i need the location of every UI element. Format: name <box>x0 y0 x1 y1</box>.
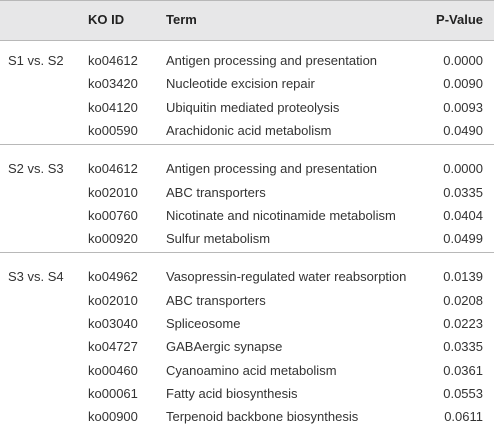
ko-id: ko03420 <box>88 76 138 92</box>
ko-id: ko04962 <box>88 269 138 285</box>
group-label: S1 vs. S2 <box>8 53 64 68</box>
ko-id: ko04727 <box>88 339 138 355</box>
p-value: 0.0499 <box>443 231 483 247</box>
group-rule <box>0 252 494 254</box>
p-value: 0.0090 <box>443 76 483 92</box>
term: Vasopressin-regulated water reabsorption <box>166 269 407 285</box>
ko-id: ko03040 <box>88 316 138 331</box>
term: Terpenoid backbone biosynthesis <box>166 409 359 425</box>
p-value: 0.0208 <box>443 292 483 308</box>
group-rule <box>0 144 494 146</box>
term: Cyanoamino acid metabolism <box>166 362 337 378</box>
term: Ubiquitin mediated proteolysis <box>166 99 340 115</box>
term: GABAergic synapse <box>166 339 283 355</box>
term: Sulfur metabolism <box>166 231 271 247</box>
ko-id: ko00900 <box>88 409 138 425</box>
ko-id: ko00920 <box>88 231 138 247</box>
header-cell: Term <box>166 12 197 27</box>
ko-id: ko04612 <box>88 161 138 177</box>
ko-id: ko02010 <box>88 292 138 308</box>
term: ABC transporters <box>166 184 266 200</box>
header-rule <box>0 40 494 41</box>
p-value: 0.0611 <box>444 409 483 425</box>
p-value: 0.0223 <box>443 316 483 331</box>
ko-id: ko02010 <box>88 184 138 200</box>
header-cell: KO ID <box>88 12 125 27</box>
p-value: 0.0490 <box>443 122 483 138</box>
term: Spliceosome <box>166 316 241 331</box>
term: Fatty acid biosynthesis <box>166 385 298 401</box>
header-row <box>0 0 494 40</box>
term: Arachidonic acid metabolism <box>166 122 332 138</box>
p-value: 0.0361 <box>443 362 483 378</box>
p-value: 0.0000 <box>443 161 483 177</box>
p-value: 0.0335 <box>443 184 483 200</box>
p-value: 0.0093 <box>443 99 483 115</box>
ko-id: ko04120 <box>88 99 138 115</box>
term: ABC transporters <box>166 292 266 308</box>
header-cell: P-Value <box>436 12 483 27</box>
ko-id: ko00760 <box>88 207 138 223</box>
p-value: 0.0000 <box>443 53 483 68</box>
group-label: S2 vs. S3 <box>8 161 64 177</box>
p-value: 0.0335 <box>443 339 483 355</box>
term: Antigen processing and presentation <box>166 53 378 68</box>
term: Antigen processing and presentation <box>166 161 378 177</box>
group-label: S3 vs. S4 <box>8 269 64 285</box>
term: Nicotinate and nicotinamide metabolism <box>166 207 396 223</box>
p-value: 0.0404 <box>443 207 483 223</box>
term: Nucleotide excision repair <box>166 76 315 92</box>
ko-id: ko04612 <box>88 53 138 68</box>
p-value: 0.0553 <box>443 385 483 401</box>
ko-id: ko00061 <box>88 385 138 401</box>
ko-id: ko00590 <box>88 122 138 138</box>
ko-id: ko00460 <box>88 362 138 378</box>
p-value: 0.0139 <box>443 269 483 285</box>
